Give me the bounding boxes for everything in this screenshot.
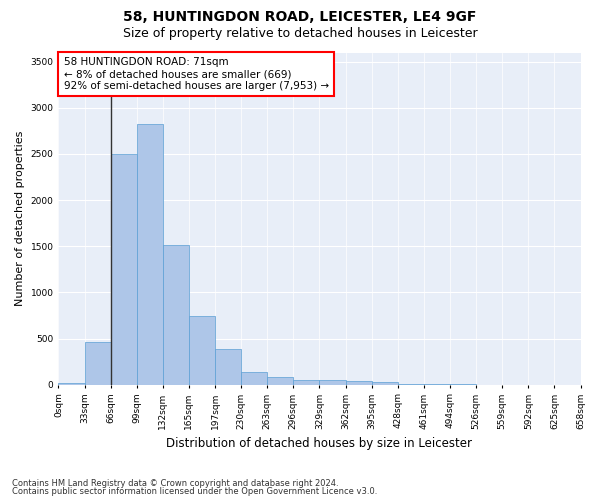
Bar xyxy=(241,372,267,384)
Bar xyxy=(319,380,346,384)
Text: Contains HM Land Registry data © Crown copyright and database right 2024.: Contains HM Land Registry data © Crown c… xyxy=(12,478,338,488)
Bar xyxy=(85,342,110,384)
Bar xyxy=(189,316,215,384)
Bar xyxy=(346,380,371,384)
Bar xyxy=(58,383,85,384)
Y-axis label: Number of detached properties: Number of detached properties xyxy=(15,131,25,306)
Bar xyxy=(110,154,137,384)
Bar xyxy=(215,348,241,384)
X-axis label: Distribution of detached houses by size in Leicester: Distribution of detached houses by size … xyxy=(166,437,472,450)
Text: Contains public sector information licensed under the Open Government Licence v3: Contains public sector information licen… xyxy=(12,487,377,496)
Bar xyxy=(267,378,293,384)
Bar xyxy=(293,380,319,384)
Bar xyxy=(163,246,189,384)
Text: 58, HUNTINGDON ROAD, LEICESTER, LE4 9GF: 58, HUNTINGDON ROAD, LEICESTER, LE4 9GF xyxy=(124,10,476,24)
Bar xyxy=(371,382,398,384)
Text: Size of property relative to detached houses in Leicester: Size of property relative to detached ho… xyxy=(122,28,478,40)
Bar xyxy=(137,124,163,384)
Text: 58 HUNTINGDON ROAD: 71sqm
← 8% of detached houses are smaller (669)
92% of semi-: 58 HUNTINGDON ROAD: 71sqm ← 8% of detach… xyxy=(64,58,329,90)
